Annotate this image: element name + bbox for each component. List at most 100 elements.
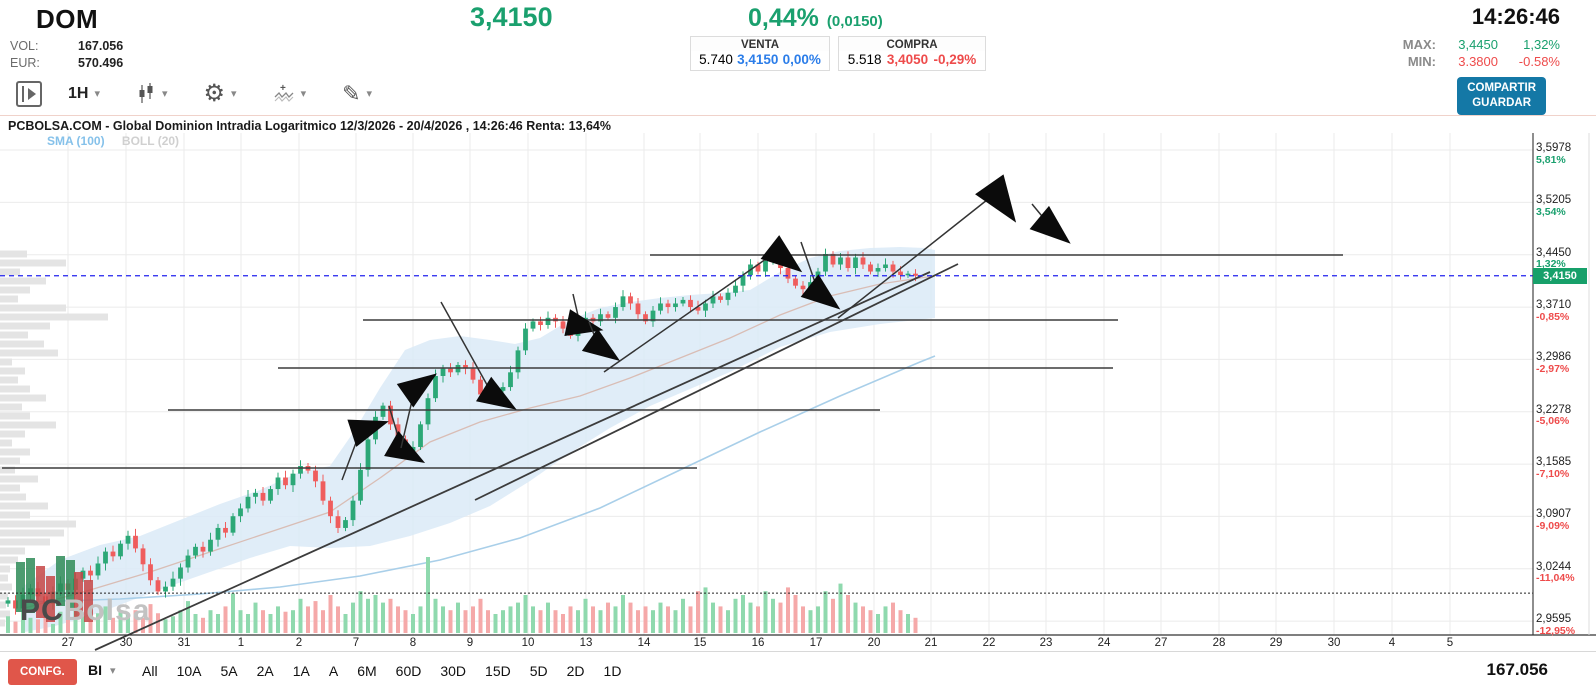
session-clock: 14:26:46 [1471, 4, 1560, 29]
venta-box: VENTA 5.740 3,4150 0,00% [690, 36, 830, 71]
date-axis-label: 20 [867, 637, 881, 649]
date-axis-label: 30 [1327, 637, 1341, 649]
chart-type-dropdown[interactable]: ▾ [128, 82, 176, 105]
indicator-legend: SMA (100) BOLL (20) [47, 134, 179, 148]
range-30d[interactable]: 30D [440, 663, 467, 679]
vol-label: VOL: [10, 39, 39, 53]
eur-row: EUR: [10, 56, 40, 70]
date-axis-label: 24 [1097, 637, 1111, 649]
max-min-block: MAX: 3,4450 1,32% MIN: 3.3800 -0.58% [1392, 37, 1560, 69]
venta-pct: 0,00% [782, 52, 821, 67]
compra-qty: 5.518 [847, 52, 882, 67]
price-axis-label: 3,4450 1,32% [1536, 246, 1572, 271]
range-5a[interactable]: 5A [220, 663, 238, 679]
price-axis-label: 2,9595 -12,95% [1536, 613, 1576, 637]
date-axis-label: 1 [237, 637, 245, 649]
price-axis-label: 3,1585 -7,10% [1536, 456, 1572, 480]
gear-icon: ⚙ [203, 79, 226, 107]
date-axis-label: 21 [924, 637, 938, 649]
range-5d[interactable]: 5D [529, 663, 548, 679]
price-axis-label: 3,5205 3,54% [1536, 194, 1572, 219]
date-axis-label: 23 [1039, 637, 1053, 649]
total-volume: 167.056 [1486, 660, 1548, 679]
range-10a[interactable]: 10A [176, 663, 202, 679]
chevron-down-icon: ▾ [94, 88, 100, 100]
compra-title: COMPRA [886, 39, 938, 51]
range-2d[interactable]: 2D [566, 663, 585, 679]
change-absolute: (0,0150) [826, 13, 883, 30]
date-axis-label: 30 [119, 637, 133, 649]
date-axis-label: 16 [751, 637, 765, 649]
add-indicator-icon: + [274, 83, 294, 102]
price-change: 0,44% (0,0150) [748, 4, 883, 33]
range-60d[interactable]: 60D [395, 663, 422, 679]
venta-price: 3,4150 [737, 52, 779, 67]
candlestick-icon [139, 82, 153, 103]
min-pct: -0.58% [1518, 54, 1560, 69]
date-axis-label: 31 [177, 637, 191, 649]
date-axis-label: 29 [1269, 637, 1283, 649]
venta-qty: 5.740 [699, 52, 733, 67]
pencil-icon: ✎ [342, 80, 361, 106]
date-axis-label: 17 [809, 637, 823, 649]
date-axis-label: 7 [352, 637, 360, 649]
range-a[interactable]: A [328, 663, 339, 679]
range-all[interactable]: All [142, 663, 158, 679]
share-save-button[interactable]: COMPARTIR GUARDAR [1457, 77, 1546, 115]
indicator-selector[interactable]: BI ▾ [88, 662, 116, 678]
chart-area[interactable]: PCBOLSA.COM - Global Dominion Intradia L… [0, 116, 1596, 651]
min-label: MIN: [1407, 54, 1436, 69]
compra-price: 3,4050 [886, 52, 929, 67]
svg-text:+: + [280, 83, 286, 94]
change-percent: 0,44% [748, 4, 819, 32]
draw-tools-dropdown[interactable]: ✎ ▾ [334, 80, 380, 106]
price-axis-label: 3,2986 -2,97% [1536, 351, 1572, 376]
date-axis-label: 10 [521, 637, 535, 649]
compra-box: COMPRA 5.518 3,4050 -0,29% [838, 36, 986, 71]
chevron-down-icon: ▾ [161, 88, 168, 100]
range-1d[interactable]: 1D [603, 663, 622, 679]
eur-label: EUR: [10, 56, 40, 70]
price-axis-label: 3,0907 -9,09% [1536, 508, 1572, 533]
chevron-down-icon: ▾ [231, 88, 237, 100]
date-axis-label: 2 [295, 637, 303, 649]
price-axis-label: 3,2278 -5,06% [1536, 403, 1572, 428]
indicator-selector-value: BI [88, 662, 102, 678]
pcbolsa-watermark: PCBolsa [20, 594, 151, 627]
settings-dropdown[interactable]: ⚙ ▾ [196, 79, 245, 107]
min-price: 3.3800 [1458, 54, 1498, 69]
range-6m[interactable]: 6M [357, 663, 377, 679]
timeframe-dropdown[interactable]: 1H ▾ [60, 85, 108, 103]
volume-row: VOL: [10, 39, 39, 53]
range-2a[interactable]: 2A [256, 663, 274, 679]
config-button[interactable]: CONFG. [8, 659, 77, 685]
range-1a[interactable]: 1A [292, 663, 310, 679]
range-15d[interactable]: 15D [485, 663, 511, 679]
date-axis-label: 27 [61, 637, 75, 649]
date-axis-label: 5 [1446, 637, 1454, 649]
max-pct: 1,32% [1523, 37, 1560, 52]
date-axis-label: 8 [409, 637, 417, 649]
ticker-symbol: DOM [36, 4, 99, 34]
candlestick-chart[interactable] [0, 116, 1596, 651]
panel-toggle-icon [16, 80, 42, 107]
price-axis-label: 3,0244 -11,04% [1536, 560, 1575, 585]
venta-title: VENTA [740, 39, 780, 51]
add-indicator-dropdown[interactable]: + ▾ [265, 83, 315, 105]
range-selector: All 10A 5A 2A 1A A 6M 60D 30D 15D 5D 2D 1D [142, 663, 621, 679]
price-axis: 3,5978 5,81% 3,5205 3,54% 3,4450 1,32% 3,3710-… [1536, 116, 1596, 638]
date-axis-label: 4 [1388, 637, 1396, 649]
legend-sma[interactable]: SMA (100) [47, 134, 105, 148]
panel-toggle-button[interactable] [8, 80, 50, 107]
quote-header: DOM VOL: 167.056 EUR: 570.496 3,4150 0,4… [0, 0, 1596, 72]
price-axis-label: 3,5978 5,81% [1536, 142, 1572, 166]
date-axis-label: 9 [466, 637, 474, 649]
last-price: 3,4150 [470, 2, 553, 32]
chevron-down-icon: ▾ [300, 88, 307, 100]
chart-toolbar: 1H ▾ ▾ ⚙ ▾ + [0, 72, 1596, 116]
legend-boll[interactable]: BOLL (20) [121, 134, 180, 148]
eur-value: 570.496 [78, 56, 124, 70]
compra-pct: -0,29% [933, 52, 977, 67]
date-axis-label: 13 [579, 637, 593, 649]
